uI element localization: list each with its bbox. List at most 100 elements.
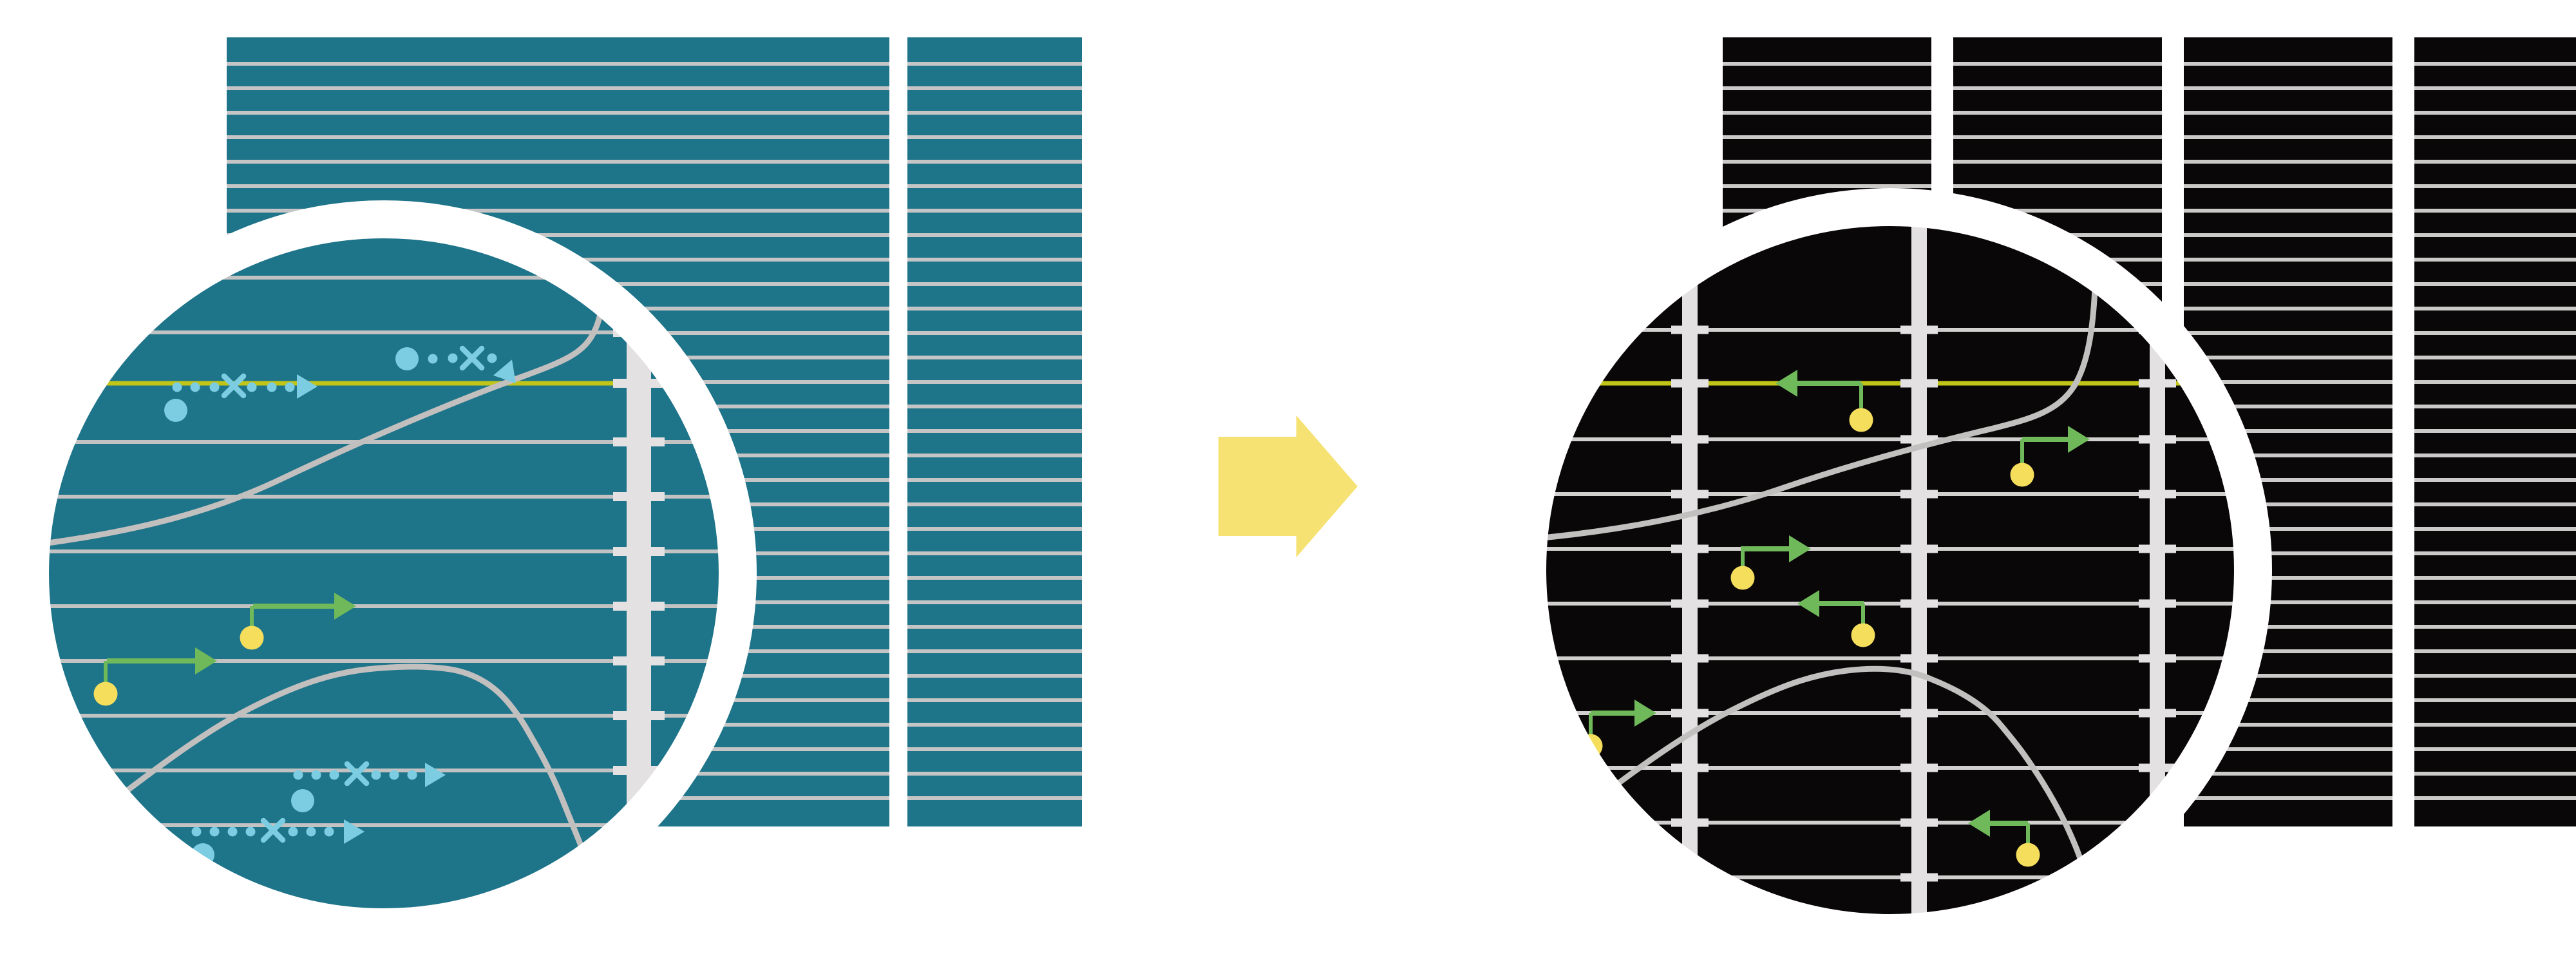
electron-dot [191, 826, 202, 837]
busbar-tab [1671, 654, 1709, 663]
electron-dot [285, 382, 295, 392]
busbar-tab [1671, 599, 1709, 608]
defect-x-icon [221, 373, 247, 399]
cell-finger-line [907, 674, 1082, 678]
carrier-pendant-dot [240, 625, 264, 650]
electron-dot [389, 770, 399, 780]
cell-finger-line [2414, 282, 2576, 286]
busbar-tab [613, 492, 665, 501]
electron-dot [245, 826, 256, 837]
cell-finger-line [2414, 698, 2576, 702]
busbar-tab [1900, 325, 1938, 334]
grain-boundary-curve [48, 238, 611, 548]
busbar-tab [613, 437, 665, 446]
magnified-finger-line [48, 330, 719, 334]
carrier-arrowhead-icon [195, 647, 217, 674]
cell-finger-line [2184, 454, 2392, 457]
cell-finger-line [2414, 576, 2576, 580]
cell-finger-line [2414, 772, 2576, 776]
cell-finger-line [907, 454, 1082, 457]
busbar-tab [1900, 544, 1938, 553]
cell-finger-line [2184, 282, 2392, 286]
cell-finger-line [907, 625, 1082, 629]
magnified-finger-line [1546, 875, 2235, 879]
cell-finger-line [2184, 649, 2392, 653]
defect-x-icon [260, 817, 286, 843]
busbar-tab [1671, 818, 1709, 827]
cell-finger-line [2184, 478, 2392, 482]
cell-finger-line [2184, 723, 2392, 727]
busbar-tab [1900, 435, 1938, 444]
recombination-arrowhead-icon [493, 359, 516, 383]
cell-finger-line [1723, 86, 1931, 90]
busbar-tab [2139, 379, 2176, 388]
cell-finger-line [227, 135, 889, 139]
cell-finger-line [907, 380, 1082, 384]
cell-finger-line [2414, 551, 2576, 555]
cell-finger-line [2184, 62, 2392, 66]
electron-dot [371, 770, 381, 780]
magnified-finger-line [1546, 492, 2235, 496]
cell-finger-line [2184, 111, 2392, 115]
cell-finger-line [2184, 160, 2392, 164]
cell-finger-line [2184, 551, 2392, 555]
electron-dot [209, 382, 220, 392]
busbar-tab [1671, 490, 1709, 499]
cell-finger-line [907, 723, 1082, 727]
cell-finger-line [227, 233, 889, 237]
recombination-arrowhead-icon [344, 819, 365, 844]
electron-large-dot [395, 347, 419, 370]
magnifier-right [1508, 188, 2272, 952]
busbar-tab [1900, 873, 1938, 882]
cell-finger-line [2184, 796, 2392, 800]
cell-finger-line [2184, 258, 2392, 262]
defect-x-icon [459, 345, 485, 371]
cell-finger-line [227, 111, 889, 115]
cell-finger-line [1953, 160, 2162, 164]
electron-dot [247, 382, 257, 392]
magnifier-content [48, 238, 719, 909]
busbar-tab [1671, 325, 1709, 334]
cell-finger-line [907, 600, 1082, 604]
cell-finger-line [2184, 184, 2392, 188]
cell-finger-line [2414, 478, 2576, 482]
magnified-finger-line [48, 440, 719, 444]
magnified-finger-line [48, 495, 719, 499]
busbar-tab [2139, 599, 2176, 608]
busbar-tab [1671, 435, 1709, 444]
electron-large-dot [164, 399, 187, 422]
magnifier-ring [1508, 188, 2272, 952]
carrier-pendant-dot [1851, 623, 1875, 647]
busbar-tab [1671, 709, 1709, 718]
busbar-tab [613, 656, 665, 665]
cell-finger-line [1953, 111, 2162, 115]
carrier-pendant-dot [1730, 566, 1755, 590]
defect-x-icon [344, 761, 370, 787]
carrier-arrowhead-icon [334, 593, 356, 620]
cell-finger-line [2184, 747, 2392, 751]
cell-finger-line [2184, 576, 2392, 580]
cell-finger-line [1953, 62, 2162, 66]
magnifier-content [1546, 225, 2235, 915]
cell-finger-line [2184, 86, 2392, 90]
busbar-tab [1900, 379, 1938, 388]
electron-dot [293, 770, 303, 780]
magnifier-background [48, 238, 719, 909]
cell-finger-line [1723, 160, 1931, 164]
magnified-finger-line [1546, 766, 2235, 770]
busbar [1682, 225, 1698, 915]
cell-finger-line [907, 160, 1082, 164]
magnified-finger-line [1546, 821, 2235, 825]
cell-finger-line [1723, 62, 1931, 66]
cell-finger-line [2184, 429, 2392, 433]
magnified-finger-line [1546, 602, 2235, 606]
carrier-arrowhead-icon [1797, 590, 1819, 617]
busbar-tab [1900, 654, 1938, 663]
cell-finger-line [2184, 502, 2392, 506]
busbar-tab [2139, 654, 2176, 663]
cell-finger-line [907, 747, 1082, 751]
busbar-tab [2139, 544, 2176, 553]
cell-finger-line [227, 184, 889, 188]
busbar-tab [613, 547, 665, 556]
